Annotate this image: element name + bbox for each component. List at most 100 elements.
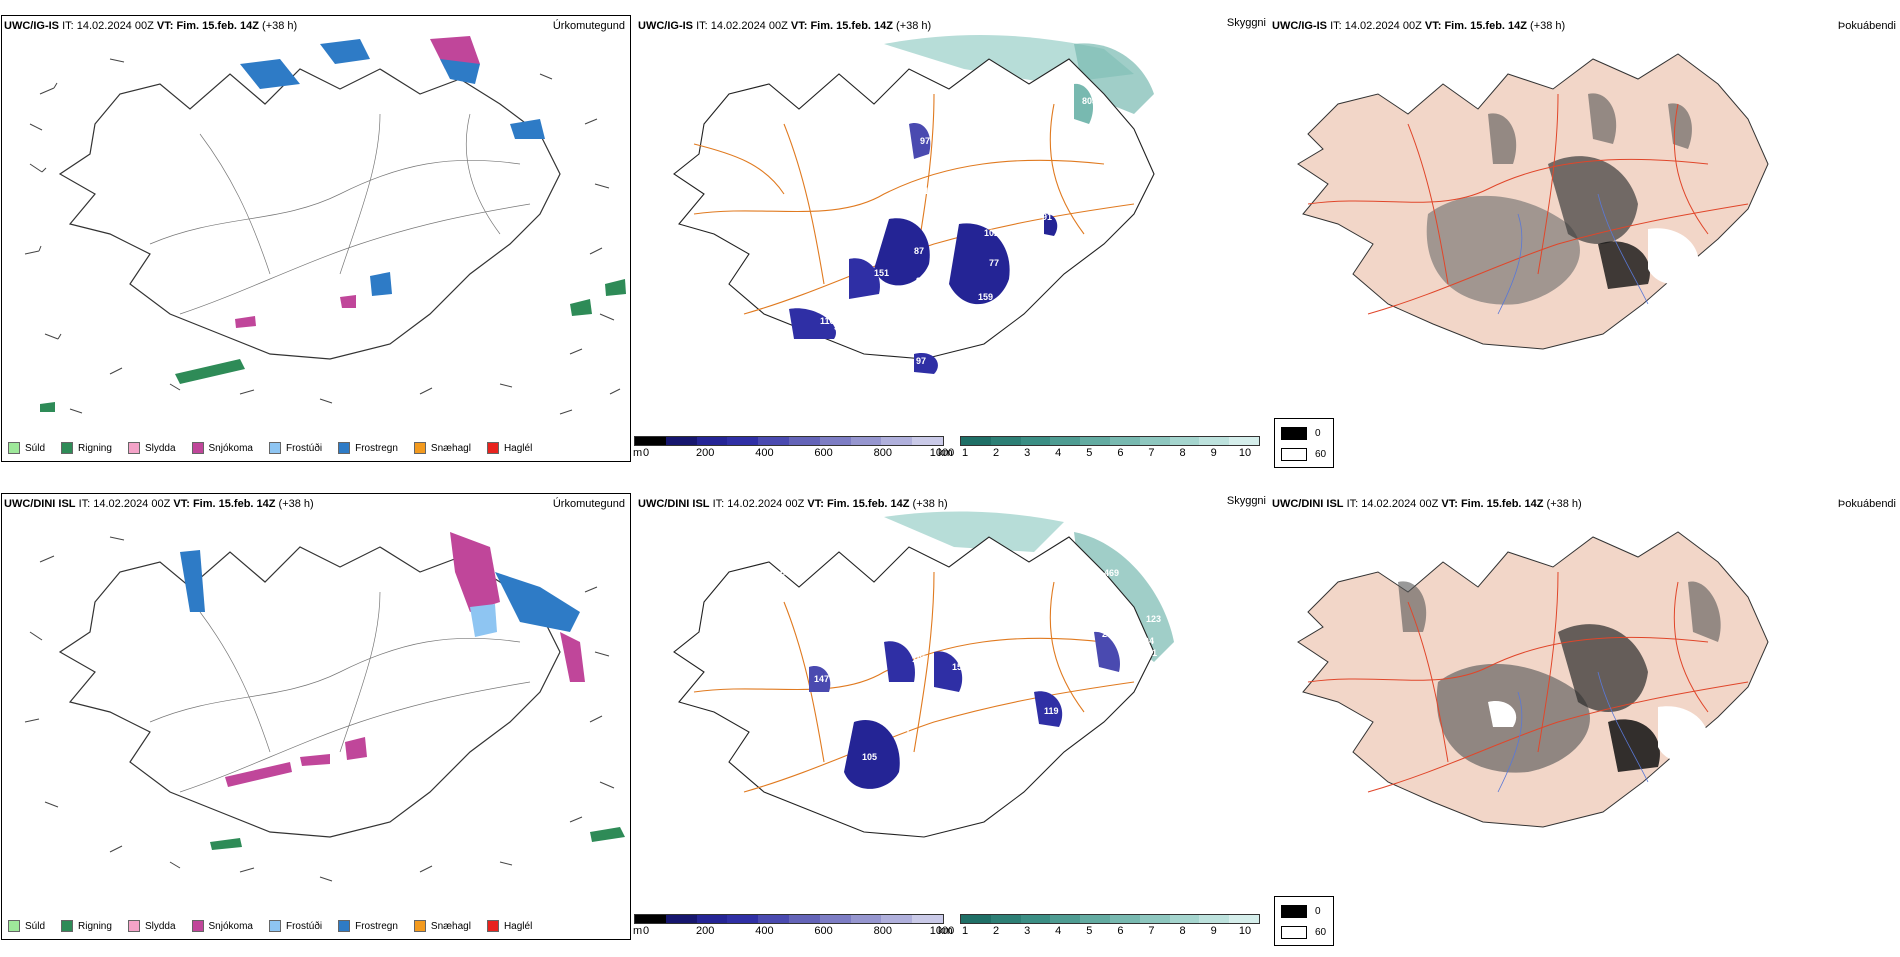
visibility-colorbar-strip <box>960 436 1260 446</box>
legend-swatch <box>61 920 74 932</box>
vt-label: VT: <box>790 20 808 32</box>
fog-shading <box>1398 581 1721 773</box>
product-title: Skyggni <box>1226 495 1266 507</box>
model-name: UWC/DINI ISL <box>1272 498 1344 510</box>
height-label: 120 <box>814 782 829 792</box>
legend-label: Rigning <box>78 920 112 932</box>
vt-label: VT: <box>1441 498 1458 510</box>
tick-label: 0 <box>642 925 650 937</box>
tick-label: 600 <box>814 925 833 937</box>
tick-label: 8 <box>1179 925 1186 937</box>
roads <box>149 113 531 315</box>
colorbar-segment <box>881 915 913 923</box>
model-name: UWC/IG-IS <box>638 20 693 32</box>
legend-label: Slydda <box>144 442 176 454</box>
model-name: UWC/DINI ISL <box>638 498 710 510</box>
tick-label: 400 <box>755 447 774 459</box>
precip-map <box>24 532 625 882</box>
vt-value: Fim. 15.feb. 14Z <box>810 20 893 32</box>
height-colorbar: m 0 200 400 600 800 1000 <box>633 914 954 944</box>
legend-item: Snjókoma <box>186 442 253 454</box>
forecast-row-top: UWC/IG-IS IT: 14.02.2024 00Z VT: Fim. 15… <box>0 14 1900 479</box>
it-value: 14.02.2024 00Z <box>710 20 788 32</box>
height-label: 568 <box>780 568 795 578</box>
legend-swatch <box>268 442 281 454</box>
height-label: 910 <box>1084 568 1099 578</box>
height-label: 91 <box>1042 212 1052 222</box>
height-label: 118 <box>924 186 939 196</box>
height-label: 256 <box>1124 629 1139 639</box>
legend-item: Slydda <box>122 920 176 932</box>
tick-label: 200 <box>696 925 715 937</box>
model-name: UWC/IG-IS <box>4 20 59 32</box>
colorbar-segment <box>912 915 943 923</box>
run-header: UWC/DINI ISL IT: 14.02.2024 00Z VT: Fim.… <box>4 498 314 510</box>
colorbar-segment <box>1139 437 1170 445</box>
panel-fog: UWC/DINI ISL IT: 14.02.2024 00Z VT: Fim.… <box>1268 492 1900 957</box>
tick-label: 10 <box>1238 925 1252 937</box>
legend-swatch <box>268 920 281 932</box>
tick-label: 4 <box>1055 447 1062 459</box>
fog-swatch-high <box>1281 427 1307 440</box>
run-header: UWC/IG-IS IT: 14.02.2024 00Z VT: Fim. 15… <box>638 20 931 32</box>
roads <box>1307 571 1749 793</box>
forecast-row-bottom: UWC/DINI ISL IT: 14.02.2024 00Z VT: Fim.… <box>0 492 1900 957</box>
coastline <box>673 58 1155 360</box>
legend-swatch <box>191 442 204 454</box>
height-label: 97 <box>920 136 930 146</box>
precip-type-legend: Súld Rigning Slydda Snjókoma Frostúði Fr… <box>2 914 542 938</box>
legend-item: Frostúði <box>263 920 322 932</box>
fog-legend: 0 60 <box>1274 896 1334 946</box>
legend-label: Súld <box>25 442 46 454</box>
colorbar-segment <box>881 437 913 445</box>
legend-swatch <box>413 920 426 932</box>
colorbar-segment <box>1199 437 1230 445</box>
height-unit: m <box>633 925 643 937</box>
vt-value: Fim. 15.feb. 14Z <box>192 498 276 510</box>
legend-item: Snæhagl <box>408 442 471 454</box>
panel-visibility: UWC/IG-IS IT: 14.02.2024 00Z VT: Fim. 15… <box>633 14 1268 479</box>
height-unit: m <box>633 447 643 459</box>
colorbar-segment <box>788 437 820 445</box>
legend-item: Súld <box>2 442 45 454</box>
fog-legend-high: 0 <box>1315 428 1321 439</box>
it-value: 14.02.2024 00Z <box>1361 498 1439 510</box>
tick-label: 800 <box>873 447 892 459</box>
colorbar-segment <box>727 437 759 445</box>
legend-item: Frostúði <box>263 442 322 454</box>
height-label: 243 <box>1102 629 1117 639</box>
colorbar-segment <box>1020 915 1051 923</box>
run-header: UWC/DINI ISL IT: 14.02.2024 00Z VT: Fim.… <box>638 498 948 510</box>
colorbar-segment <box>1169 915 1200 923</box>
lead-time: (+38 h) <box>912 498 948 510</box>
legend-label: Frostúði <box>285 442 323 454</box>
colorbar-segment <box>1109 437 1140 445</box>
rivers <box>1497 671 1649 793</box>
colorbar-segment <box>850 915 882 923</box>
height-label: 104 <box>1139 636 1154 646</box>
height-label: 579 <box>834 322 849 332</box>
tick-label: 9 <box>1210 925 1217 937</box>
fog-map <box>1297 531 1769 828</box>
lead-time: (+38 h) <box>262 20 298 32</box>
colorbar-segment <box>696 437 728 445</box>
colorbar-segment <box>961 437 991 445</box>
precip-type-legend: Súld Rigning Slydda Snjókoma Frostúði Fr… <box>2 436 542 460</box>
tick-label: 9 <box>1210 447 1217 459</box>
precip-map <box>24 36 626 415</box>
legend-label: Snæhagl <box>430 920 471 932</box>
precip-patches <box>40 36 626 412</box>
legend-item: Snæhagl <box>408 920 471 932</box>
panel-visibility: UWC/DINI ISL IT: 14.02.2024 00Z VT: Fim.… <box>633 492 1268 957</box>
height-patches <box>789 83 1094 374</box>
vt-value: Fim. 15.feb. 14Z <box>176 20 259 32</box>
tick-label: 1 <box>961 925 969 937</box>
fog-legend-high: 0 <box>1315 906 1321 917</box>
fog-swatch-low <box>1281 926 1307 939</box>
tick-label: 1000 <box>929 447 955 459</box>
product-title: Úrkomutegund <box>552 20 625 32</box>
legend-label: Frostregn <box>355 920 398 932</box>
colorbar-segment <box>635 437 666 445</box>
colorbar-segment <box>727 915 759 923</box>
height-label: 119 <box>1044 706 1059 716</box>
